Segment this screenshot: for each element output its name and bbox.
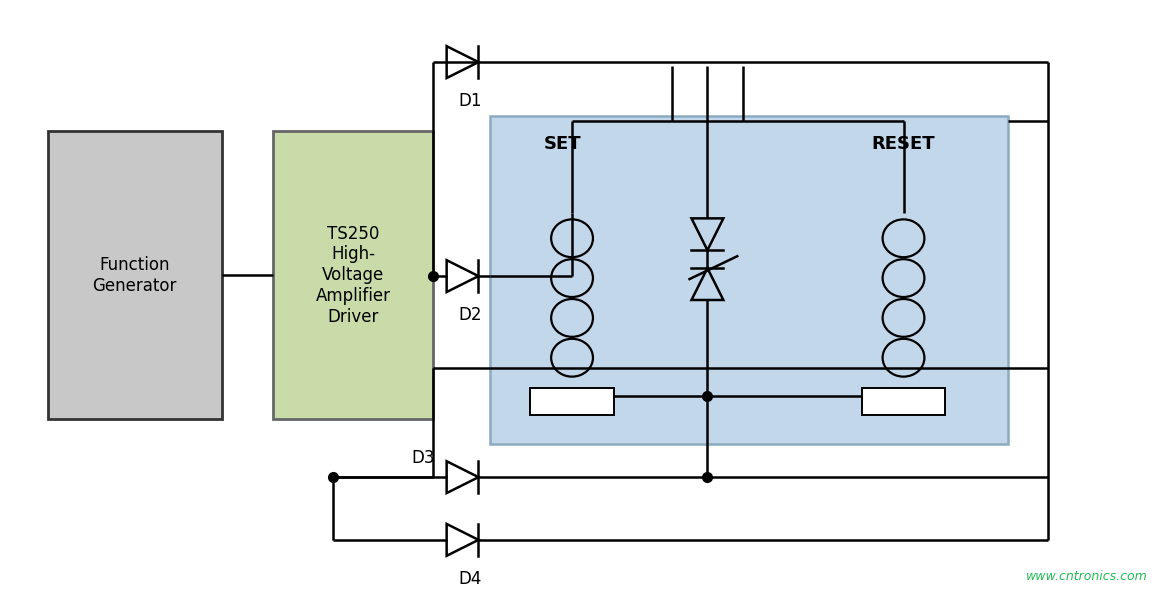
Text: RESET: RESET bbox=[872, 135, 935, 153]
Text: SET: SET bbox=[544, 135, 581, 153]
Text: D4: D4 bbox=[459, 570, 483, 588]
Text: D3: D3 bbox=[411, 449, 435, 467]
Text: D2: D2 bbox=[458, 306, 483, 324]
Text: TS250
High-
Voltage
Amplifier
Driver: TS250 High- Voltage Amplifier Driver bbox=[316, 225, 390, 325]
Bar bbox=[862, 387, 946, 415]
Bar bbox=[274, 131, 433, 420]
Bar bbox=[48, 131, 222, 420]
Text: D1: D1 bbox=[458, 92, 483, 110]
Text: Function
Generator: Function Generator bbox=[92, 256, 177, 294]
Text: www.cntronics.com: www.cntronics.com bbox=[1025, 570, 1147, 583]
Bar bbox=[491, 116, 1008, 444]
Bar bbox=[531, 387, 614, 415]
